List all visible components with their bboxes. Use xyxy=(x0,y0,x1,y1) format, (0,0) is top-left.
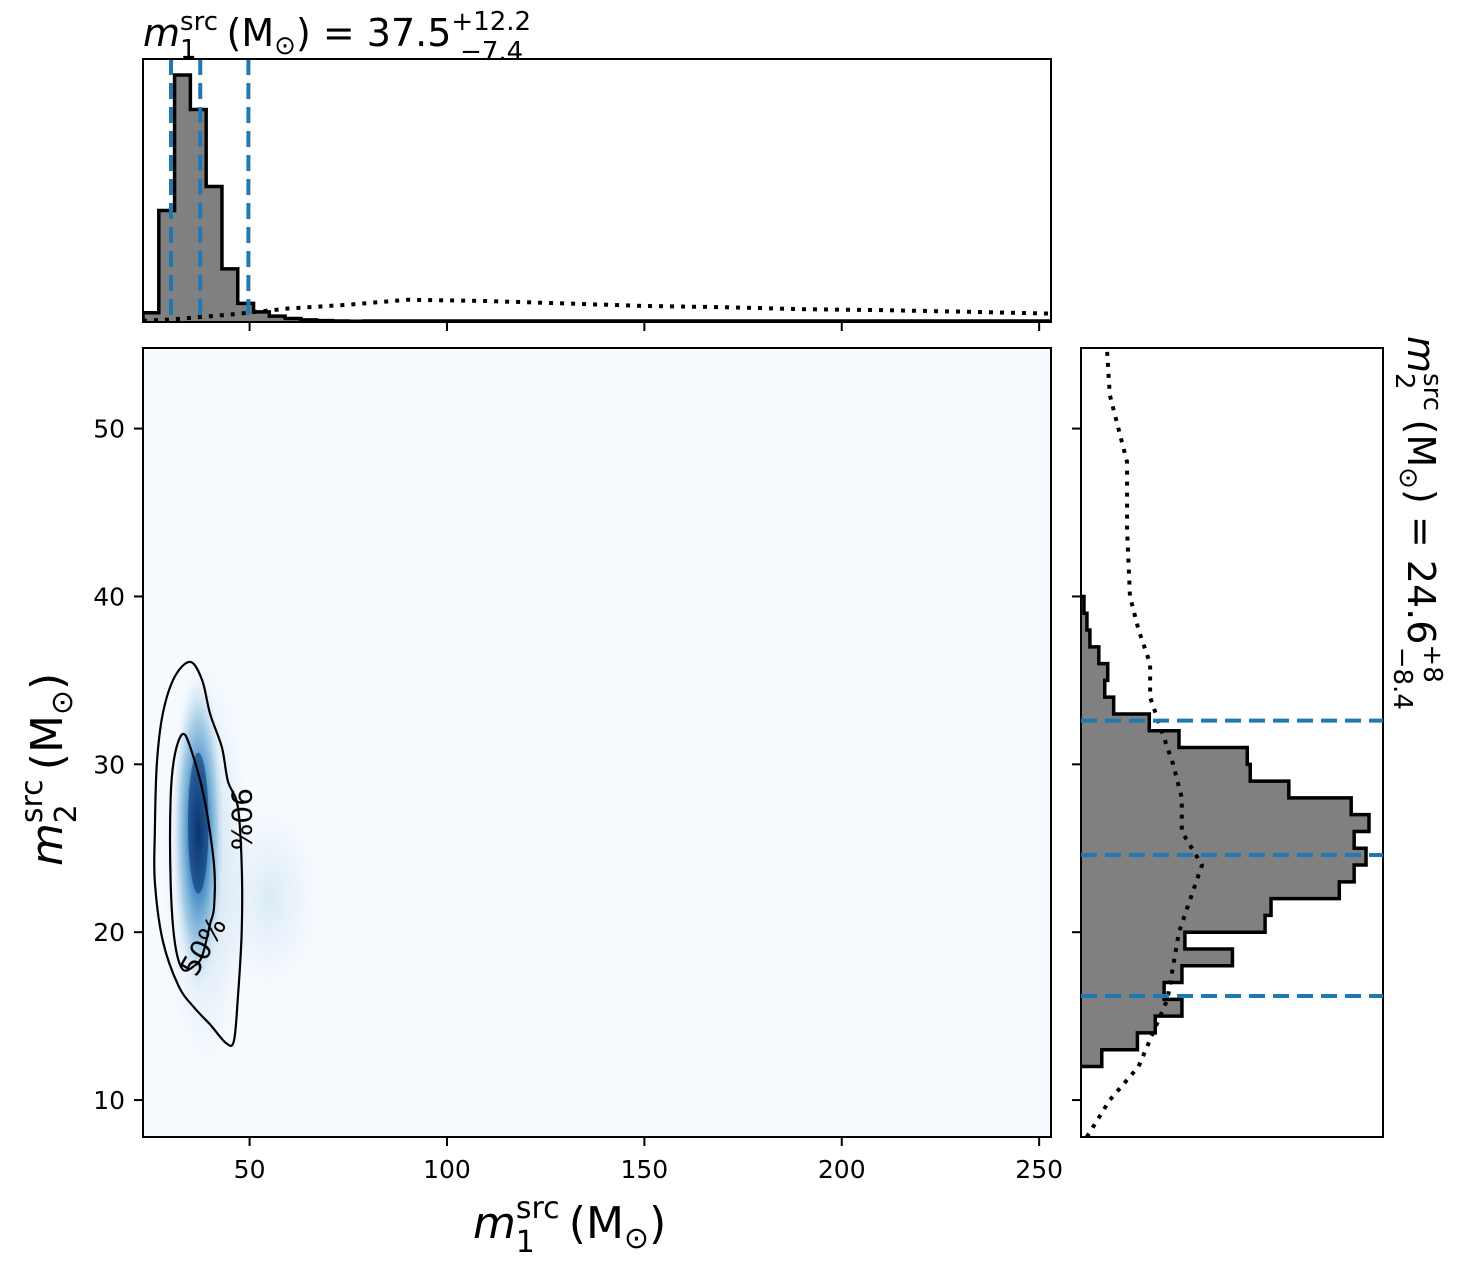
m2-panel-title: msrc2(M⊙) = 24.6+8−8.4 xyxy=(1387,336,1447,710)
x-tick-label: 100 xyxy=(423,1155,471,1184)
m1-panel-title: msrc 1 (M⊙) = 37.5+12.2 −7.4 xyxy=(143,7,531,67)
density-peak xyxy=(188,752,209,894)
m2-histogram-outline xyxy=(1081,594,1371,1069)
y-tick-label: 10 xyxy=(93,1086,125,1115)
m1-panel-frame xyxy=(142,58,1052,323)
joint-y-ticks: 10 20 30 40 50 xyxy=(93,415,143,1115)
x-tick-label: 50 xyxy=(234,1155,266,1184)
y-tick-label: 30 xyxy=(93,750,125,779)
m2-quantile-lines xyxy=(1081,718,1383,998)
x-tick-label: 200 xyxy=(818,1155,866,1184)
joint-y-axis-label: msrc2(M⊙) xyxy=(15,673,84,866)
contour-90 xyxy=(153,660,244,1048)
joint-panel: 90% 50% 50 100 150 200 250 10 20 30 40 50 msrc 1(… xyxy=(15,347,1063,1260)
y-tick-label: 20 xyxy=(93,918,125,947)
m2-y-ticks xyxy=(1072,427,1081,1102)
joint-panel-frame xyxy=(142,347,1052,1138)
x-tick-label: 250 xyxy=(1015,1155,1063,1184)
joint-density-heatmap: 90% 50% xyxy=(153,646,325,1084)
m2-marginal-panel: msrc2(M⊙) = 24.6+8−8.4 xyxy=(1072,336,1447,1138)
m1-x-ticks xyxy=(248,322,1041,331)
m1-quantile-lines xyxy=(169,59,251,322)
m1-histogram-outline xyxy=(143,73,1051,322)
contour-50 xyxy=(169,732,217,972)
joint-background xyxy=(143,348,1051,1137)
joint-x-ticks: 50 100 150 200 250 xyxy=(234,1137,1063,1184)
y-tick-label: 40 xyxy=(93,582,125,611)
m1-marginal-panel: msrc 1 (M⊙) = 37.5+12.2 −7.4 xyxy=(142,7,1052,331)
m2-histogram-fill xyxy=(1081,596,1369,1067)
x-tick-label: 150 xyxy=(621,1155,669,1184)
y-tick-label: 50 xyxy=(93,415,125,444)
m1-prior-curve xyxy=(143,297,1051,322)
joint-x-axis-label: msrc 1 (M⊙) xyxy=(473,1191,666,1260)
m2-panel-frame xyxy=(1080,347,1384,1138)
contour-label-90: 90% xyxy=(225,788,258,850)
